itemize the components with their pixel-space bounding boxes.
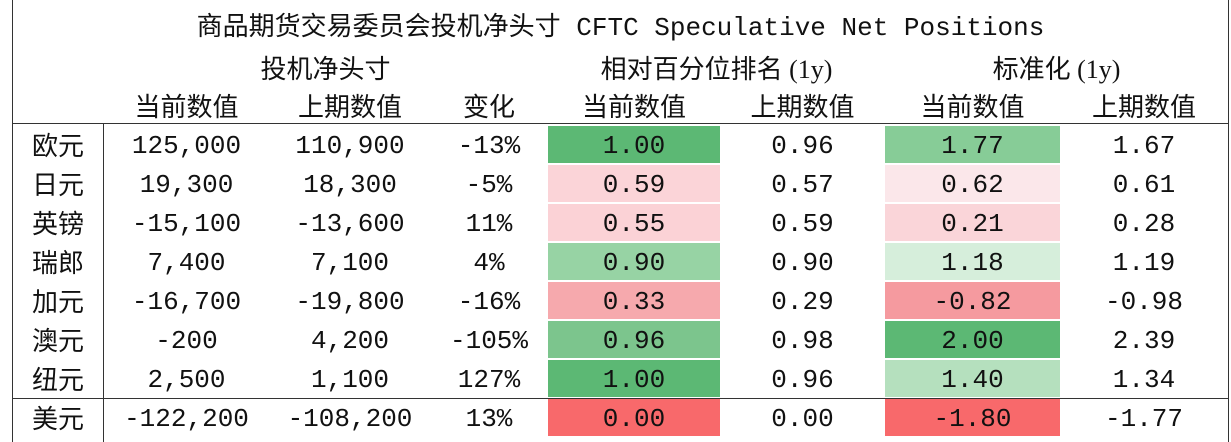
- std-fill: [885, 399, 1060, 436]
- label-divider: [103, 123, 104, 442]
- rank-fill: [548, 243, 720, 280]
- cell: -16,700: [131, 287, 242, 317]
- cell: -13%: [457, 131, 521, 161]
- cell: -108,200: [287, 404, 413, 434]
- rank-fill: [548, 165, 720, 202]
- cell: 0.00: [602, 404, 666, 434]
- cell: 4%: [473, 248, 505, 278]
- cell: 2.39: [1112, 326, 1176, 356]
- cell: 1.77: [941, 131, 1004, 161]
- rank-fill: [548, 360, 720, 397]
- cell: -122,200: [124, 404, 249, 434]
- std-fill: [885, 321, 1060, 358]
- row-label: 英镑: [31, 210, 84, 239]
- cell: 1.40: [941, 365, 1004, 395]
- cell: -200: [155, 326, 218, 356]
- cell: 0.33: [602, 287, 666, 317]
- cell: 1.00: [602, 131, 666, 161]
- cell: 0.28: [1112, 209, 1176, 239]
- column-header: 变化: [462, 93, 515, 122]
- cell: 2,500: [147, 365, 226, 395]
- row-label: 瑞郎: [31, 249, 84, 278]
- cell: 0.00: [771, 404, 834, 434]
- usd-rule: [12, 398, 1229, 399]
- cell: -105%: [449, 326, 528, 356]
- cell: -1.77: [1104, 404, 1183, 434]
- cell: -15,100: [131, 209, 242, 239]
- cell: -0.98: [1104, 287, 1183, 317]
- cell: 0.96: [771, 131, 834, 161]
- cell: 0.59: [602, 170, 666, 200]
- column-header: 当前数值: [920, 93, 1025, 122]
- cell: -0.82: [933, 287, 1012, 317]
- rank-fill: [548, 204, 720, 241]
- cell: 110,900: [295, 131, 405, 161]
- rank-fill: [548, 399, 720, 436]
- column-header: 当前数值: [581, 93, 686, 122]
- cell: 7,100: [310, 248, 389, 278]
- border-left: [12, 0, 13, 442]
- cell: 19,300: [139, 170, 234, 200]
- cell: 0.55: [602, 209, 666, 239]
- border-right: [1228, 0, 1229, 442]
- cell: 0.96: [771, 365, 834, 395]
- cell: 0.90: [602, 248, 666, 278]
- column-header: 上期数值: [297, 93, 402, 122]
- cell: 1.00: [602, 365, 666, 395]
- cell: -13,600: [295, 209, 405, 239]
- cell: 13%: [465, 404, 513, 434]
- row-label: 纽元: [31, 366, 84, 395]
- std-fill: [885, 282, 1060, 319]
- cell: 0.21: [941, 209, 1004, 239]
- rank-fill: [548, 126, 720, 163]
- cell: 1.19: [1112, 248, 1176, 278]
- cell: 1.18: [941, 248, 1004, 278]
- cell: 125,000: [131, 131, 242, 161]
- cell: 7,400: [147, 248, 226, 278]
- cell: 0.61: [1112, 170, 1176, 200]
- cell: 0.59: [771, 209, 834, 239]
- row-label: 欧元: [31, 132, 84, 161]
- rank-fill: [548, 282, 720, 319]
- group-header: 标准化 (1y): [992, 55, 1121, 84]
- group-header: 相对百分位排名 (1y): [600, 55, 833, 84]
- column-header: 上期数值: [1091, 93, 1196, 122]
- column-header: 当前数值: [134, 93, 239, 122]
- cell: 1.34: [1112, 365, 1176, 395]
- cell: 127%: [457, 365, 521, 395]
- std-fill: [885, 165, 1060, 202]
- cell: 2.00: [941, 326, 1004, 356]
- row-label: 澳元: [31, 327, 84, 356]
- rank-fill: [548, 321, 720, 358]
- std-fill: [885, 204, 1060, 241]
- column-header: 上期数值: [750, 93, 855, 122]
- std-fill: [885, 243, 1060, 280]
- cell: -1.80: [933, 404, 1012, 434]
- row-label: 加元: [31, 288, 84, 317]
- std-fill: [885, 360, 1060, 397]
- cell: 4,200: [310, 326, 389, 356]
- header-rule: [12, 123, 1229, 124]
- cell: 0.57: [771, 170, 834, 200]
- cell: 11%: [465, 209, 513, 239]
- cell: 18,300: [303, 170, 397, 200]
- title: 商品期货交易委员会投机净头寸 CFTC Speculative Net Posi…: [196, 13, 1045, 43]
- cell: 0.98: [771, 326, 834, 356]
- cell: 1.67: [1112, 131, 1176, 161]
- cell: -16%: [457, 287, 521, 317]
- cell: -19,800: [295, 287, 405, 317]
- group-header: 投机净头寸: [260, 55, 391, 84]
- cell: 0.62: [941, 170, 1004, 200]
- cell: 0.90: [771, 248, 834, 278]
- cell: 0.29: [771, 287, 834, 317]
- cell: -5%: [465, 170, 513, 200]
- std-fill: [885, 126, 1060, 163]
- row-label: 美元: [31, 405, 84, 434]
- row-label: 日元: [31, 171, 84, 200]
- cell: 0.96: [602, 326, 666, 356]
- cell: 1,100: [310, 365, 389, 395]
